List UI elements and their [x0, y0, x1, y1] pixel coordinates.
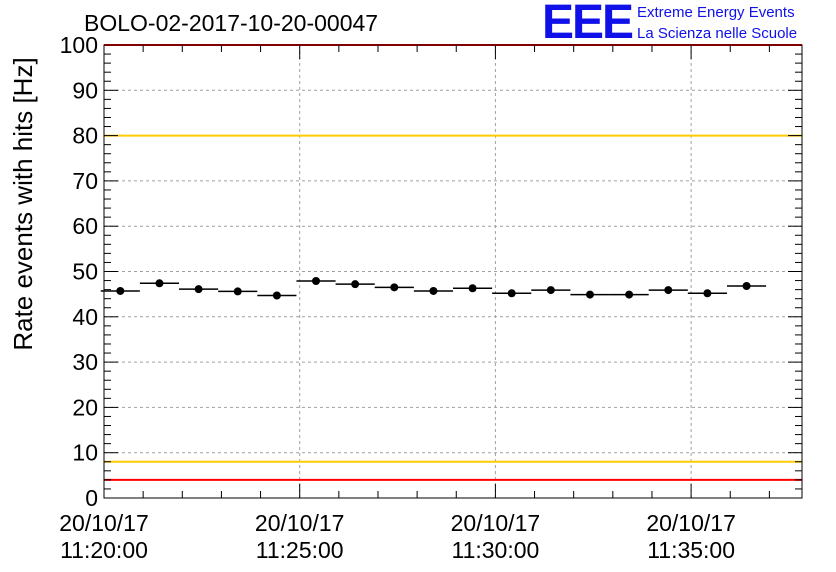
data-point: [233, 287, 242, 296]
y-tick-label: 20: [72, 394, 98, 420]
x-tick-label-time: 11:30:00: [451, 537, 539, 563]
y-tick-label: 90: [72, 77, 98, 103]
data-point: [546, 286, 555, 295]
data-point: [272, 291, 281, 300]
y-axis-label: Rate events with hits [Hz]: [8, 57, 38, 351]
data-point: [194, 285, 203, 294]
y-tick-label: 40: [72, 304, 98, 330]
data-point: [703, 289, 712, 298]
x-tick-label-time: 11:20:00: [60, 537, 148, 563]
x-tick-label-date: 20/10/17: [451, 510, 541, 536]
logo-subtitle-line2: La Scienza nelle Scuole: [637, 25, 798, 42]
data-point: [312, 277, 321, 286]
data-point: [390, 283, 399, 292]
x-tick-label-time: 11:25:00: [256, 537, 344, 563]
y-tick-label: 60: [72, 213, 98, 239]
chart-title: BOLO-02-2017-10-20-00047: [84, 10, 379, 36]
eee-logo: EEE: [542, 0, 634, 49]
x-tick-label-date: 20/10/17: [255, 510, 345, 536]
data-point: [468, 284, 477, 293]
data-point: [507, 289, 516, 298]
y-tick-label: 30: [72, 349, 98, 375]
data-point: [664, 286, 673, 295]
y-tick-label: 70: [72, 168, 98, 194]
y-tick-label: 50: [72, 259, 98, 285]
x-tick-label-time: 11:35:00: [647, 537, 735, 563]
data-point: [585, 290, 594, 299]
y-tick-label: 0: [85, 485, 98, 511]
logo-subtitle-line1: Extreme Energy Events: [637, 4, 795, 21]
y-tick-label: 80: [72, 123, 98, 149]
x-tick-label-date: 20/10/17: [646, 510, 736, 536]
data-point: [116, 286, 125, 295]
y-tick-label: 10: [72, 440, 98, 466]
data-point: [429, 286, 438, 295]
data-point: [155, 279, 164, 288]
y-tick-label: 100: [60, 32, 98, 58]
data-point: [625, 290, 634, 299]
data-point: [742, 281, 751, 290]
x-tick-label-date: 20/10/17: [59, 510, 149, 536]
data-point: [351, 280, 360, 289]
